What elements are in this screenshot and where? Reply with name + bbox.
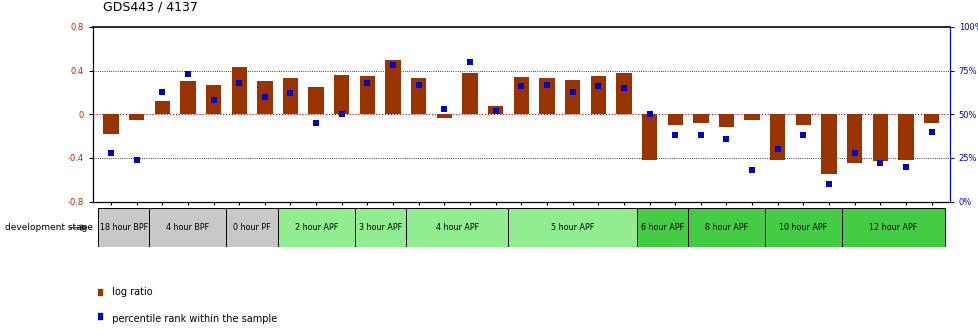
Bar: [642, 114, 656, 160]
Bar: [564, 80, 580, 114]
Bar: [590, 76, 605, 114]
Bar: [871, 114, 887, 161]
Bar: [231, 67, 246, 114]
FancyBboxPatch shape: [354, 208, 406, 247]
Bar: [513, 77, 528, 114]
Point: [821, 181, 836, 187]
Bar: [923, 114, 939, 123]
FancyBboxPatch shape: [150, 208, 226, 247]
Point: [462, 59, 477, 65]
Text: 2 hour APF: 2 hour APF: [294, 223, 337, 232]
Point: [692, 132, 708, 138]
Point: [205, 97, 221, 103]
Text: 0 hour PF: 0 hour PF: [233, 223, 271, 232]
FancyBboxPatch shape: [98, 208, 150, 247]
FancyBboxPatch shape: [636, 208, 688, 247]
Bar: [283, 78, 298, 114]
Point: [564, 89, 580, 94]
FancyBboxPatch shape: [508, 208, 636, 247]
Bar: [180, 82, 196, 114]
Bar: [770, 114, 784, 160]
Point: [257, 94, 273, 99]
Point: [180, 71, 196, 77]
Bar: [667, 114, 683, 125]
Point: [615, 85, 631, 91]
Point: [155, 89, 170, 94]
Point: [283, 91, 298, 96]
Point: [333, 112, 349, 117]
Text: 4 hour BPF: 4 hour BPF: [166, 223, 209, 232]
Point: [231, 80, 246, 85]
Bar: [846, 114, 862, 163]
FancyBboxPatch shape: [278, 208, 354, 247]
Bar: [205, 85, 221, 114]
Point: [871, 161, 887, 166]
Text: GDS443 / 4137: GDS443 / 4137: [103, 0, 198, 13]
Text: 12 hour APF: 12 hour APF: [868, 223, 916, 232]
Point: [308, 120, 324, 126]
Point: [539, 82, 555, 87]
Point: [923, 129, 939, 134]
Point: [129, 157, 145, 162]
Point: [718, 136, 734, 141]
Point: [743, 167, 759, 173]
Text: log ratio: log ratio: [106, 287, 153, 297]
Bar: [821, 114, 836, 174]
Point: [795, 132, 811, 138]
Text: percentile rank within the sample: percentile rank within the sample: [106, 314, 277, 324]
Bar: [539, 78, 555, 114]
Bar: [333, 75, 349, 114]
Bar: [308, 87, 324, 114]
Point: [411, 82, 426, 87]
Text: 18 hour BPF: 18 hour BPF: [100, 223, 148, 232]
Point: [250, 214, 266, 219]
Point: [846, 150, 862, 155]
FancyBboxPatch shape: [841, 208, 944, 247]
FancyBboxPatch shape: [406, 208, 508, 247]
Bar: [257, 82, 272, 114]
Bar: [615, 73, 631, 114]
Text: development stage: development stage: [5, 223, 93, 232]
Point: [359, 80, 375, 85]
Point: [512, 84, 528, 89]
Bar: [103, 114, 118, 134]
Bar: [385, 60, 400, 114]
Text: 8 hour APF: 8 hour APF: [704, 223, 747, 232]
Text: 3 hour APF: 3 hour APF: [358, 223, 401, 232]
Point: [103, 150, 118, 155]
Point: [436, 106, 452, 112]
Bar: [898, 114, 912, 160]
Bar: [795, 114, 811, 125]
Point: [769, 146, 784, 152]
Bar: [155, 101, 170, 114]
Point: [590, 84, 605, 89]
Point: [487, 108, 503, 114]
Bar: [487, 106, 503, 114]
Text: 10 hour APF: 10 hour APF: [778, 223, 826, 232]
Bar: [462, 73, 477, 114]
Bar: [743, 114, 759, 120]
Point: [667, 132, 683, 138]
Point: [897, 164, 912, 169]
Text: 5 hour APF: 5 hour APF: [551, 223, 594, 232]
Bar: [718, 114, 734, 127]
Bar: [129, 114, 144, 120]
Text: 6 hour APF: 6 hour APF: [641, 223, 684, 232]
Bar: [359, 76, 375, 114]
Bar: [692, 114, 708, 123]
Point: [641, 112, 656, 117]
FancyBboxPatch shape: [764, 208, 841, 247]
Text: 4 hour APF: 4 hour APF: [435, 223, 478, 232]
Bar: [436, 114, 452, 118]
FancyBboxPatch shape: [688, 208, 764, 247]
FancyBboxPatch shape: [226, 208, 278, 247]
Bar: [411, 78, 426, 114]
Point: [385, 62, 401, 68]
